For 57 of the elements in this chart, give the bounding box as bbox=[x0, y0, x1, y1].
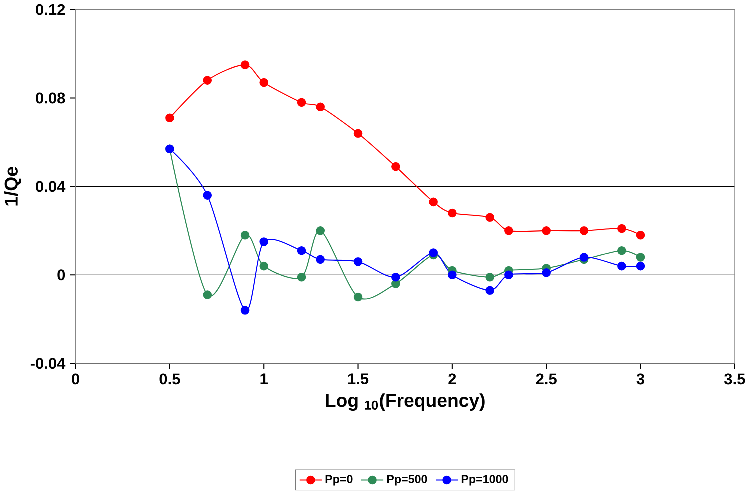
point bbox=[240, 231, 250, 240]
point bbox=[504, 226, 514, 236]
point bbox=[297, 273, 306, 282]
y-tick-label: 0.08 bbox=[36, 92, 66, 104]
x-tick-label: 1.5 bbox=[348, 374, 369, 385]
point bbox=[636, 231, 646, 240]
point bbox=[542, 226, 551, 236]
point bbox=[203, 290, 212, 300]
point bbox=[392, 273, 400, 282]
point bbox=[297, 246, 306, 256]
point bbox=[260, 262, 269, 271]
legend-label: Pp=0 bbox=[326, 475, 353, 486]
point bbox=[448, 270, 457, 280]
point bbox=[618, 246, 626, 256]
point bbox=[354, 258, 363, 266]
x-tick-label: 3 bbox=[636, 374, 645, 385]
point bbox=[203, 191, 212, 200]
point bbox=[429, 198, 438, 207]
point bbox=[504, 270, 514, 280]
point bbox=[618, 262, 626, 271]
point bbox=[542, 268, 551, 278]
point bbox=[240, 60, 250, 70]
point bbox=[580, 226, 589, 236]
point bbox=[486, 286, 494, 296]
x-tick-label: 0 bbox=[72, 374, 80, 385]
y-tick-label: 0.04 bbox=[36, 181, 66, 192]
point bbox=[486, 273, 494, 282]
point bbox=[636, 262, 646, 271]
point bbox=[618, 224, 626, 234]
x-tick-label: 2 bbox=[448, 374, 456, 385]
point bbox=[429, 248, 438, 258]
y-tick-label: 0 bbox=[58, 270, 66, 281]
point bbox=[297, 98, 306, 108]
legend-label: Pp=1000 bbox=[462, 475, 508, 486]
x-tick-label: 0.5 bbox=[160, 374, 180, 385]
x-tick-label: 3.5 bbox=[724, 374, 746, 385]
point bbox=[316, 255, 326, 264]
point bbox=[636, 253, 646, 262]
point bbox=[316, 102, 326, 112]
point bbox=[203, 76, 212, 86]
y-axis-title: 1/Qe bbox=[4, 167, 22, 206]
point bbox=[354, 293, 363, 302]
point bbox=[166, 114, 174, 123]
legend-label: Pp=500 bbox=[387, 475, 428, 486]
point bbox=[392, 162, 400, 172]
point bbox=[486, 213, 494, 222]
point bbox=[240, 306, 250, 316]
x-tick-label: 2.5 bbox=[536, 374, 557, 385]
point bbox=[316, 226, 326, 236]
x-tick-label: 1 bbox=[260, 374, 268, 385]
point bbox=[448, 208, 457, 218]
y-tick-label: 0.12 bbox=[36, 4, 66, 16]
point bbox=[260, 238, 269, 247]
x-axis-title: Log $_{10}$(Frequency) bbox=[326, 394, 485, 412]
y-tick-label: -0.04 bbox=[30, 358, 66, 370]
point bbox=[354, 129, 363, 138]
point bbox=[260, 78, 269, 88]
